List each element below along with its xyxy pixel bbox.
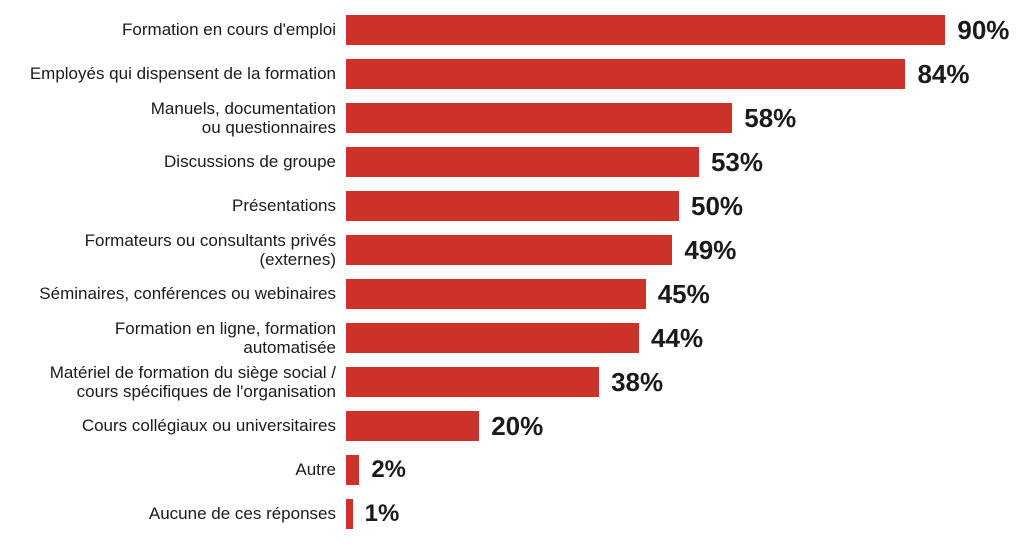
bar-row: Séminaires, conférences ou webinaires 45% bbox=[8, 272, 1012, 316]
value-label: 84% bbox=[917, 59, 969, 90]
bar-row: Discussions de groupe 53% bbox=[8, 140, 1012, 184]
bar bbox=[346, 279, 646, 309]
category-label: Formation en ligne, formation automatisé… bbox=[8, 319, 346, 357]
bar bbox=[346, 235, 672, 265]
bar-row: Aucune de ces réponses 1% bbox=[8, 492, 1012, 536]
value-label: 49% bbox=[684, 235, 736, 266]
value-label: 58% bbox=[744, 103, 796, 134]
value-label: 53% bbox=[711, 147, 763, 178]
category-label: Employés qui dispensent de la formation bbox=[8, 64, 346, 84]
bar-track: 38% bbox=[346, 360, 1012, 404]
bar bbox=[346, 15, 945, 45]
bar-track: 58% bbox=[346, 96, 1012, 140]
bar bbox=[346, 103, 732, 133]
category-label: Aucune de ces réponses bbox=[8, 504, 346, 524]
bar bbox=[346, 191, 679, 221]
bar-row: Autre 2% bbox=[8, 448, 1012, 492]
bar-row: Matériel de formation du siège social / … bbox=[8, 360, 1012, 404]
bar-track: 20% bbox=[346, 404, 1012, 448]
bar bbox=[346, 323, 639, 353]
category-label: Séminaires, conférences ou webinaires bbox=[8, 284, 346, 304]
category-label: Manuels, documentation ou questionnaires bbox=[8, 99, 346, 137]
value-label: 20% bbox=[491, 411, 543, 442]
value-label: 44% bbox=[651, 323, 703, 354]
value-label: 50% bbox=[691, 191, 743, 222]
bar-track: 45% bbox=[346, 272, 1012, 316]
bar-track: 49% bbox=[346, 228, 1012, 272]
bar-row: Employés qui dispensent de la formation 8… bbox=[8, 52, 1012, 96]
bar bbox=[346, 455, 359, 485]
bar-row: Formateurs ou consultants privés (extern… bbox=[8, 228, 1012, 272]
value-label: 1% bbox=[365, 500, 400, 528]
bar-track: 2% bbox=[346, 448, 1012, 492]
bar-row: Formation en cours d'emploi 90% bbox=[8, 8, 1012, 52]
bar-row: Manuels, documentation ou questionnaires… bbox=[8, 96, 1012, 140]
value-label: 2% bbox=[371, 456, 406, 484]
bar bbox=[346, 411, 479, 441]
value-label: 90% bbox=[957, 15, 1009, 46]
category-label: Présentations bbox=[8, 196, 346, 216]
bar bbox=[346, 147, 699, 177]
bar-track: 50% bbox=[346, 184, 1012, 228]
bar-track: 53% bbox=[346, 140, 1012, 184]
value-label: 45% bbox=[658, 279, 710, 310]
category-label: Matériel de formation du siège social / … bbox=[8, 363, 346, 401]
bar bbox=[346, 367, 599, 397]
category-label: Autre bbox=[8, 460, 346, 480]
bar-row: Présentations 50% bbox=[8, 184, 1012, 228]
bar-row: Formation en ligne, formation automatisé… bbox=[8, 316, 1012, 360]
category-label: Formateurs ou consultants privés (extern… bbox=[8, 231, 346, 269]
bar-track: 90% bbox=[346, 8, 1012, 52]
value-label: 38% bbox=[611, 367, 663, 398]
bar-track: 1% bbox=[346, 492, 1012, 536]
category-label: Cours collégiaux ou universitaires bbox=[8, 416, 346, 436]
horizontal-bar-chart: Formation en cours d'emploi 90% Employés q… bbox=[0, 0, 1024, 546]
bar-track: 84% bbox=[346, 52, 1012, 96]
category-label: Formation en cours d'emploi bbox=[8, 20, 346, 40]
bar-row: Cours collégiaux ou universitaires 20% bbox=[8, 404, 1012, 448]
bar bbox=[346, 499, 353, 529]
category-label: Discussions de groupe bbox=[8, 152, 346, 172]
bar-track: 44% bbox=[346, 316, 1012, 360]
bar bbox=[346, 59, 905, 89]
